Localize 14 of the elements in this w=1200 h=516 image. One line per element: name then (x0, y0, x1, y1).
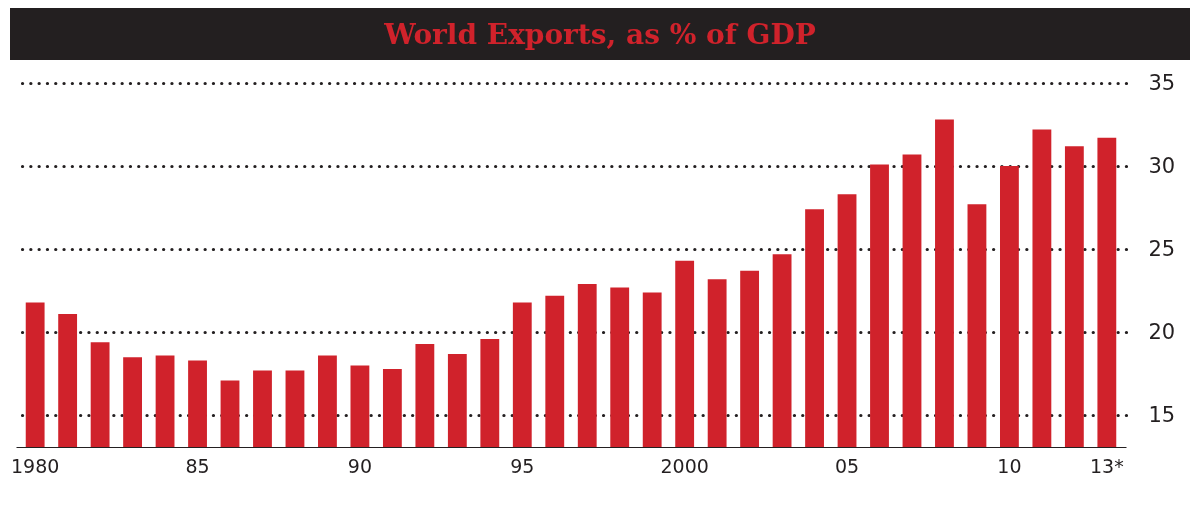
y-tick-label: 20 (1148, 319, 1176, 344)
x-tick-label: 1980 (10, 454, 60, 477)
x-tick-label: 2000 (660, 454, 709, 477)
x-tick-label: 05 (834, 454, 860, 477)
x-tick-label: 85 (185, 454, 210, 477)
x-tick-label: 13* (1090, 454, 1124, 477)
y-tick-label: 25 (1148, 236, 1176, 261)
y-tick-label: 30 (1148, 153, 1176, 178)
y-tick-label: 35 (1148, 70, 1176, 95)
x-tick-label: 90 (347, 454, 373, 477)
x-tick-label: 10 (997, 454, 1022, 477)
y-tick-label: 15 (1148, 402, 1176, 427)
x-tick-label: 95 (510, 454, 535, 477)
chart-title: World Exports, as % of GDP (10, 8, 1190, 60)
